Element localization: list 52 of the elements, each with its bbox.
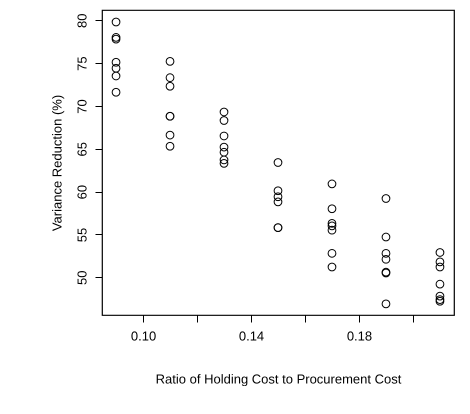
point xyxy=(382,254,390,264)
point xyxy=(382,194,390,203)
point xyxy=(436,248,444,257)
y-tick-label: 65 xyxy=(74,142,90,157)
point xyxy=(436,295,444,304)
point xyxy=(220,148,228,157)
point xyxy=(436,258,444,266)
point xyxy=(220,156,228,164)
point xyxy=(220,142,228,152)
point xyxy=(328,180,336,188)
x-tick-label: 0.14 xyxy=(238,328,264,344)
point xyxy=(436,280,444,289)
y-tick-label: 60 xyxy=(74,184,90,200)
point xyxy=(166,130,174,140)
point xyxy=(328,262,336,272)
x-tick-label: 0.10 xyxy=(130,328,156,344)
point xyxy=(166,82,174,91)
y-tick-label: 50 xyxy=(74,270,90,286)
y-tick-label: 75 xyxy=(74,56,90,71)
point xyxy=(436,296,444,306)
point xyxy=(112,18,120,26)
y-tick-label: 55 xyxy=(74,228,90,242)
point xyxy=(382,248,390,258)
y-axis-title: Variance Reduction (%) xyxy=(50,94,64,232)
point xyxy=(274,186,282,196)
point xyxy=(166,57,174,66)
point xyxy=(274,192,282,202)
point xyxy=(112,58,120,67)
point xyxy=(220,158,228,168)
point xyxy=(112,64,120,73)
point xyxy=(112,72,120,80)
y-tick-label: 80 xyxy=(74,14,90,28)
point xyxy=(166,73,174,82)
x-axis-title: Ratio of Holding Cost to Procurement Cost xyxy=(156,372,402,386)
x-tick-label: 0.18 xyxy=(346,328,372,344)
point xyxy=(382,299,390,308)
point xyxy=(220,116,228,125)
point xyxy=(328,226,336,235)
point xyxy=(166,142,174,151)
point xyxy=(328,222,336,230)
point xyxy=(328,204,336,214)
point xyxy=(328,218,336,228)
point xyxy=(274,198,282,206)
y-tick-label: 70 xyxy=(74,99,90,114)
point xyxy=(274,158,282,167)
point xyxy=(436,292,444,301)
point xyxy=(328,248,336,258)
point xyxy=(112,88,120,97)
point xyxy=(436,262,444,272)
point xyxy=(220,132,228,140)
point xyxy=(220,108,228,116)
point xyxy=(382,232,390,242)
